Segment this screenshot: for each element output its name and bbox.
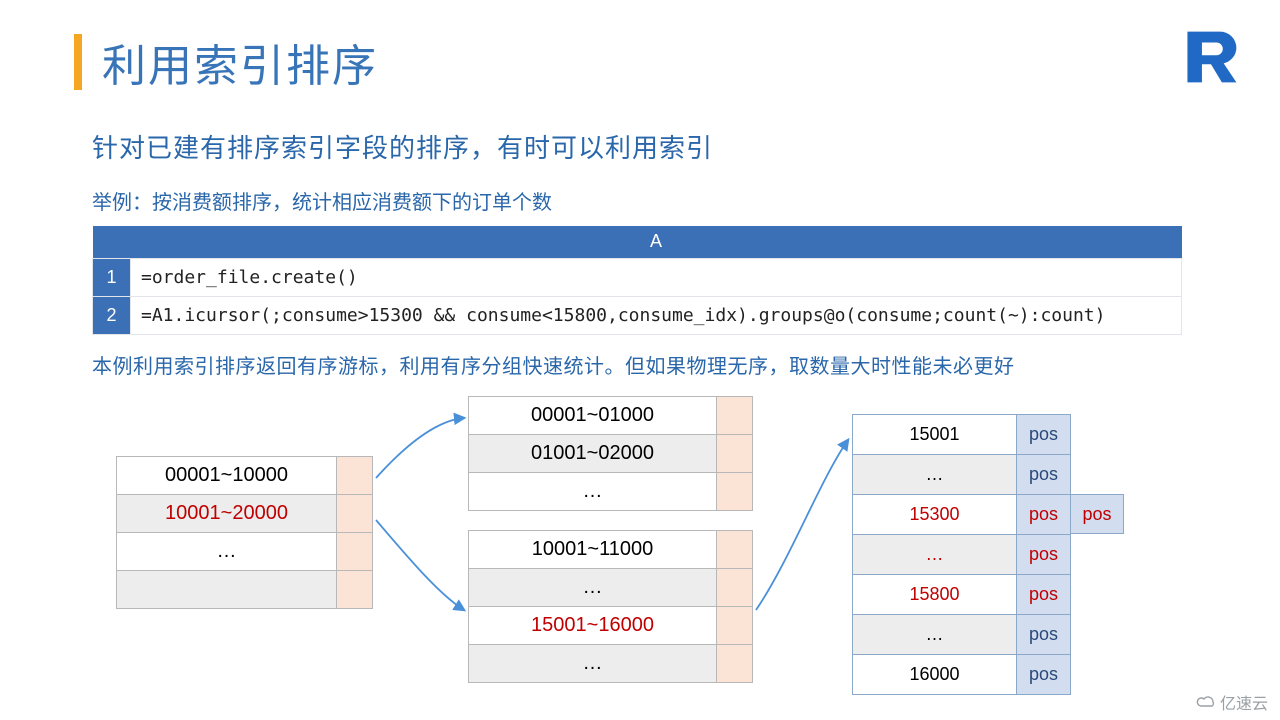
pos-cell: pos: [1017, 535, 1071, 575]
watermark: 亿速云: [1196, 690, 1268, 714]
page-title: 利用索引排序: [102, 30, 378, 94]
index-ptr-cell: [717, 645, 753, 683]
index-table: 00001~0100001001~02000…: [468, 396, 753, 511]
index-ptr-cell: [337, 495, 373, 533]
subtitle: 针对已建有排序索引字段的排序，有时可以利用索引: [92, 128, 713, 165]
pos-cell: pos: [1017, 415, 1071, 455]
index-range-cell: [117, 571, 337, 609]
index-range-cell: 10001~20000: [117, 495, 337, 533]
note-text: 本例利用索引排序返回有序游标，利用有序分组快速统计。但如果物理无序，取数量大时性…: [92, 350, 1015, 379]
index-ptr-cell: [717, 473, 753, 511]
index-range-cell: …: [117, 533, 337, 571]
index-ptr-cell: [717, 531, 753, 569]
index-ptr-cell: [717, 397, 753, 435]
pos-cell: pos: [1017, 575, 1071, 615]
code-cell: =A1.icursor(;consume>15300 && consume<15…: [131, 296, 1182, 334]
index-ptr-cell: [337, 533, 373, 571]
code-rownum: 1: [93, 258, 131, 296]
pos-key-cell: 15800: [853, 575, 1017, 615]
index-ptr-cell: [717, 569, 753, 607]
pos-key-cell: 16000: [853, 655, 1017, 695]
pos-key-cell: 15001: [853, 415, 1017, 455]
index-range-cell: …: [469, 645, 717, 683]
pos-key-cell: 15300: [853, 495, 1017, 535]
arrow: [376, 418, 464, 478]
index-table: 00001~1000010001~20000…: [116, 456, 373, 609]
pos-cell: pos: [1017, 495, 1071, 535]
index-table: 10001~11000…15001~16000…: [468, 530, 753, 683]
code-header: A: [131, 226, 1182, 258]
index-range-cell: 00001~10000: [117, 457, 337, 495]
pos-cell: pos: [1017, 615, 1071, 655]
index-range-cell: 01001~02000: [469, 435, 717, 473]
brand-logo: [1182, 28, 1240, 86]
index-ptr-cell: [717, 607, 753, 645]
code-cell: =order_file.create(): [131, 258, 1182, 296]
index-range-cell: …: [469, 569, 717, 607]
example-label: 举例：按消费额排序，统计相应消费额下的订单个数: [92, 186, 552, 215]
title-accent-bar: [74, 34, 82, 90]
page-title-block: 利用索引排序: [74, 30, 378, 94]
pos-cell-extra: pos: [1070, 494, 1124, 534]
pos-key-cell: …: [853, 615, 1017, 655]
code-table: A 1 =order_file.create()2 =A1.icursor(;c…: [92, 226, 1182, 335]
code-rownum: 2: [93, 296, 131, 334]
index-range-cell: 00001~01000: [469, 397, 717, 435]
pos-table: 15001pos…pos15300pos…pos15800pos…pos1600…: [852, 414, 1071, 695]
index-ptr-cell: [337, 457, 373, 495]
arrow: [376, 520, 464, 610]
index-ptr-cell: [717, 435, 753, 473]
index-range-cell: 10001~11000: [469, 531, 717, 569]
arrow: [756, 440, 848, 610]
pos-cell: pos: [1017, 655, 1071, 695]
index-ptr-cell: [337, 571, 373, 609]
pos-cell: pos: [1017, 455, 1071, 495]
pos-key-cell: …: [853, 455, 1017, 495]
index-range-cell: …: [469, 473, 717, 511]
pos-key-cell: …: [853, 535, 1017, 575]
index-range-cell: 15001~16000: [469, 607, 717, 645]
